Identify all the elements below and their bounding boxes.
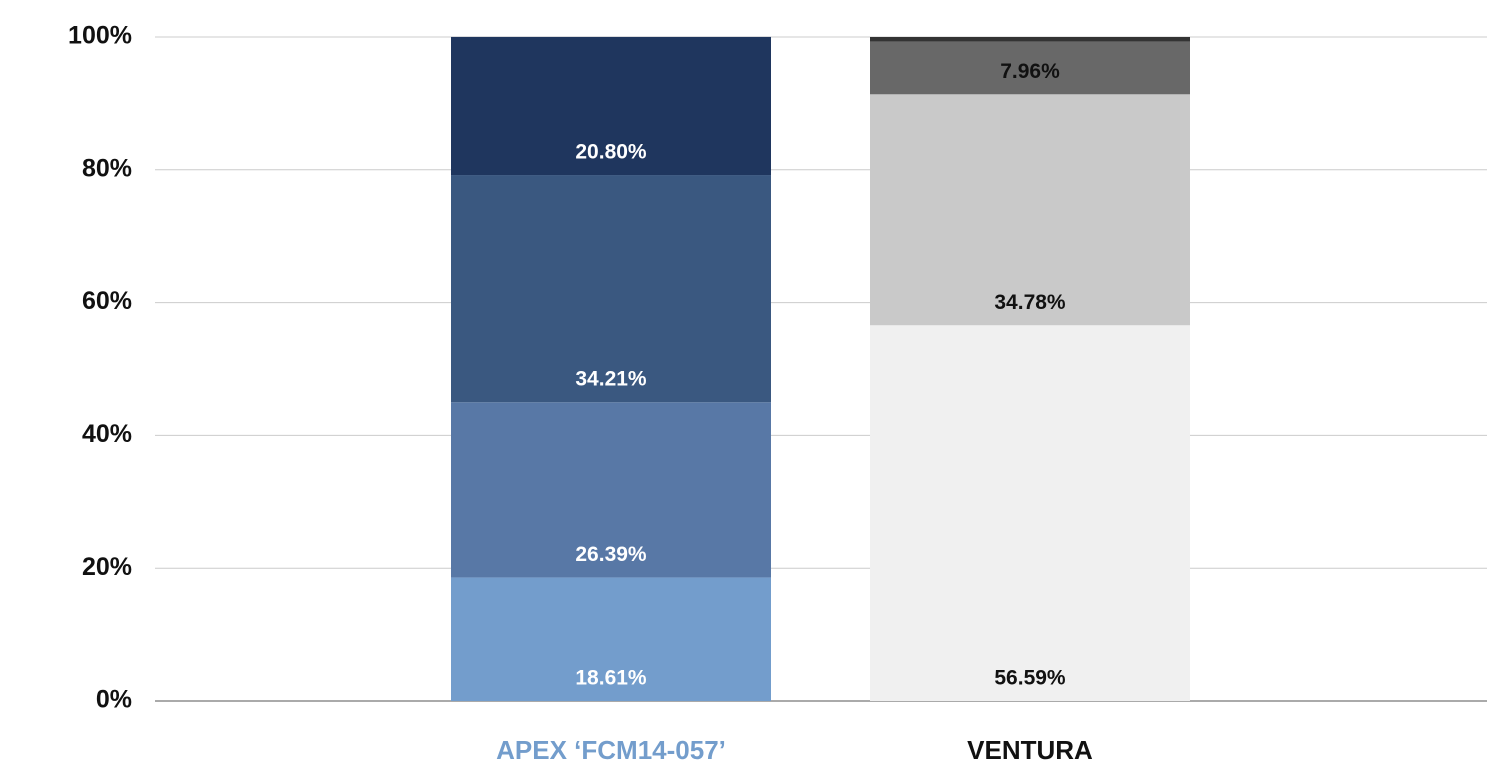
data-label: 26.39% <box>575 543 647 566</box>
y-tick-label: 0% <box>96 686 132 714</box>
y-tick-label: 80% <box>82 154 132 182</box>
y-tick-label: 40% <box>82 420 132 448</box>
data-label: 34.21% <box>575 368 647 391</box>
bar-segment <box>870 41 1190 95</box>
data-label: 34.78% <box>994 291 1066 314</box>
bar-segment <box>451 175 771 403</box>
bar-segment <box>870 94 1190 326</box>
bar-segment <box>451 402 771 578</box>
bar-segment <box>870 37 1190 42</box>
bar-segment <box>451 36 771 176</box>
y-tick-label: 20% <box>82 553 132 581</box>
bar-segment <box>451 577 771 701</box>
y-tick-label: 60% <box>82 287 132 315</box>
data-label: 20.80% <box>575 141 647 164</box>
bar-segment <box>870 325 1190 701</box>
data-label: 18.61% <box>575 667 647 690</box>
x-tick-label: VENTURA <box>967 735 1093 765</box>
x-tick-label: APEX ‘FCM14-057’ <box>496 735 726 765</box>
data-label: 7.96% <box>1000 60 1060 83</box>
y-tick-label: 100% <box>68 22 132 50</box>
data-label: 56.59% <box>994 667 1066 690</box>
